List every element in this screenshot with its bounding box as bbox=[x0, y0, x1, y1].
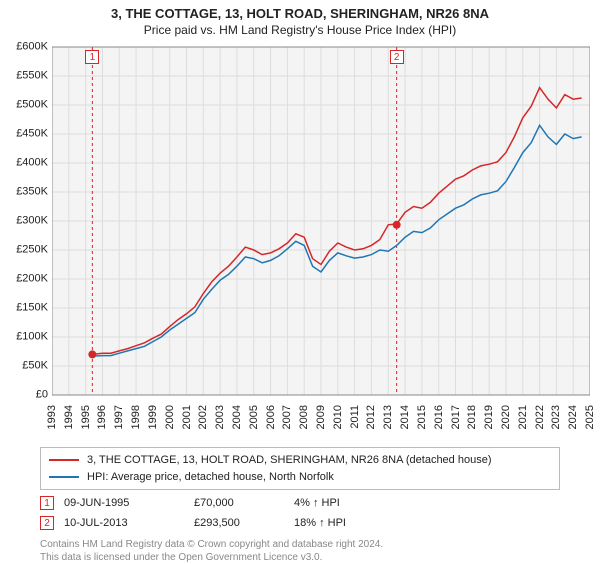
x-axis-label: 2012 bbox=[365, 405, 377, 429]
x-axis-label: 2022 bbox=[534, 405, 546, 429]
x-axis-label: 2020 bbox=[500, 405, 512, 429]
chart-svg bbox=[52, 41, 590, 401]
x-axis-label: 2005 bbox=[248, 405, 260, 429]
y-axis-label: £400K bbox=[2, 158, 48, 169]
chart-plot-area: £0£50K£100K£150K£200K£250K£300K£350K£400… bbox=[52, 41, 590, 401]
legend-label: 3, THE COTTAGE, 13, HOLT ROAD, SHERINGHA… bbox=[87, 452, 492, 469]
x-axis-label: 1997 bbox=[113, 405, 125, 429]
footer-line-2: This data is licensed under the Open Gov… bbox=[40, 551, 560, 564]
y-axis-label: £350K bbox=[2, 187, 48, 198]
legend-row: HPI: Average price, detached house, Nort… bbox=[49, 469, 551, 486]
x-axis-label: 1993 bbox=[46, 405, 58, 429]
sale-delta: 4% ↑ HPI bbox=[294, 497, 340, 509]
x-axis-label: 2018 bbox=[466, 405, 478, 429]
chart-container: 3, THE COTTAGE, 13, HOLT ROAD, SHERINGHA… bbox=[0, 0, 600, 560]
x-axis-label: 1994 bbox=[63, 405, 75, 429]
x-axis-label: 2024 bbox=[567, 405, 579, 429]
sale-row: 1 09-JUN-1995 £70,000 4% ↑ HPI bbox=[40, 496, 560, 510]
x-axis-label: 1995 bbox=[80, 405, 92, 429]
y-axis-label: £50K bbox=[2, 361, 48, 372]
sale-price: £70,000 bbox=[194, 497, 284, 509]
sale-price: £293,500 bbox=[194, 517, 284, 529]
y-axis-label: £250K bbox=[2, 245, 48, 256]
sale-row: 2 10-JUL-2013 £293,500 18% ↑ HPI bbox=[40, 516, 560, 530]
y-axis-label: £200K bbox=[2, 274, 48, 285]
legend-swatch bbox=[49, 476, 79, 478]
x-axis-label: 2015 bbox=[416, 405, 428, 429]
x-axis-label: 2011 bbox=[349, 405, 361, 429]
sale-date: 09-JUN-1995 bbox=[64, 497, 184, 509]
chart-marker-1: 1 bbox=[85, 50, 99, 64]
y-axis-label: £600K bbox=[2, 42, 48, 53]
x-axis-label: 2019 bbox=[483, 405, 495, 429]
sale-marker: 2 bbox=[40, 516, 54, 530]
x-axis-label: 2002 bbox=[197, 405, 209, 429]
y-axis-label: £150K bbox=[2, 303, 48, 314]
legend-box: 3, THE COTTAGE, 13, HOLT ROAD, SHERINGHA… bbox=[40, 447, 560, 490]
x-axis-label: 2001 bbox=[181, 405, 193, 429]
x-axis-label: 2016 bbox=[433, 405, 445, 429]
y-axis-label: £300K bbox=[2, 216, 48, 227]
y-axis-label: £100K bbox=[2, 332, 48, 343]
x-axis-label: 2000 bbox=[164, 405, 176, 429]
x-axis-label: 2006 bbox=[265, 405, 277, 429]
x-axis-label: 2003 bbox=[214, 405, 226, 429]
chart-title: 3, THE COTTAGE, 13, HOLT ROAD, SHERINGHA… bbox=[0, 0, 600, 21]
x-axis-label: 2023 bbox=[550, 405, 562, 429]
chart-marker-2: 2 bbox=[390, 50, 404, 64]
legend-label: HPI: Average price, detached house, Nort… bbox=[87, 469, 334, 486]
sale-marker: 1 bbox=[40, 496, 54, 510]
legend-row: 3, THE COTTAGE, 13, HOLT ROAD, SHERINGHA… bbox=[49, 452, 551, 469]
footer-line-1: Contains HM Land Registry data © Crown c… bbox=[40, 538, 560, 551]
x-axis-label: 2017 bbox=[450, 405, 462, 429]
x-axis-label: 2014 bbox=[399, 405, 411, 429]
x-axis-label: 2010 bbox=[332, 405, 344, 429]
footer-attribution: Contains HM Land Registry data © Crown c… bbox=[40, 538, 560, 564]
y-axis-label: £450K bbox=[2, 129, 48, 140]
x-axis-label: 1999 bbox=[147, 405, 159, 429]
y-axis-label: £500K bbox=[2, 100, 48, 111]
x-axis-labels: 1993199419951996199719981999200020012002… bbox=[52, 401, 590, 441]
y-axis-label: £550K bbox=[2, 71, 48, 82]
x-axis-label: 2009 bbox=[315, 405, 327, 429]
x-axis-label: 2013 bbox=[382, 405, 394, 429]
y-axis-label: £0 bbox=[2, 390, 48, 401]
x-axis-label: 2021 bbox=[517, 405, 529, 429]
x-axis-label: 2004 bbox=[231, 405, 243, 429]
x-axis-label: 2007 bbox=[281, 405, 293, 429]
sale-date: 10-JUL-2013 bbox=[64, 517, 184, 529]
x-axis-label: 1998 bbox=[130, 405, 142, 429]
sale-delta: 18% ↑ HPI bbox=[294, 517, 346, 529]
x-axis-label: 1996 bbox=[96, 405, 108, 429]
x-axis-label: 2025 bbox=[584, 405, 596, 429]
chart-subtitle: Price paid vs. HM Land Registry's House … bbox=[0, 21, 600, 41]
x-axis-label: 2008 bbox=[298, 405, 310, 429]
legend-swatch bbox=[49, 459, 79, 461]
